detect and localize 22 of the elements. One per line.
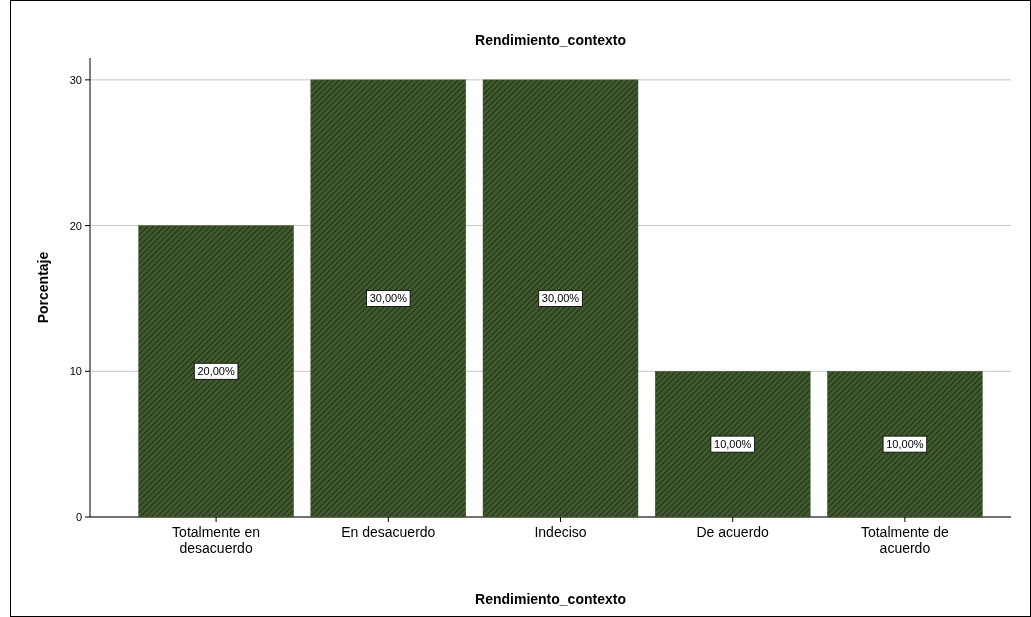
data-label: 30,00%: [369, 292, 408, 305]
y-axis-title: Porcentaje: [35, 251, 51, 324]
x-tick-label: Indeciso: [534, 524, 587, 540]
data-label: 10,00%: [886, 438, 924, 451]
x-tick-label: En desacuerdo: [341, 524, 436, 540]
x-tick-label: Totalmente en desacuerdo: [172, 524, 261, 556]
bar: [654, 371, 811, 518]
chart-title: Rendimiento_contexto: [475, 32, 626, 48]
data-label: 30,00%: [541, 292, 580, 305]
x-tick-label: Totalmente de acuerdo: [860, 524, 950, 556]
y-tick-label: 0: [75, 511, 82, 523]
bar: [310, 79, 467, 518]
data-label: 10,00%: [714, 438, 752, 451]
y-tick-label: 10: [69, 365, 82, 378]
y-tick-label: 30: [69, 73, 82, 86]
y-tick-label: 20: [69, 219, 82, 232]
bar: [482, 79, 639, 518]
data-label: 20,00%: [197, 365, 235, 378]
x-tick-label: De acuerdo: [696, 524, 770, 540]
bar: [827, 371, 983, 518]
bar: [138, 225, 294, 518]
x-axis-title: Rendimiento_contexto: [475, 591, 626, 607]
